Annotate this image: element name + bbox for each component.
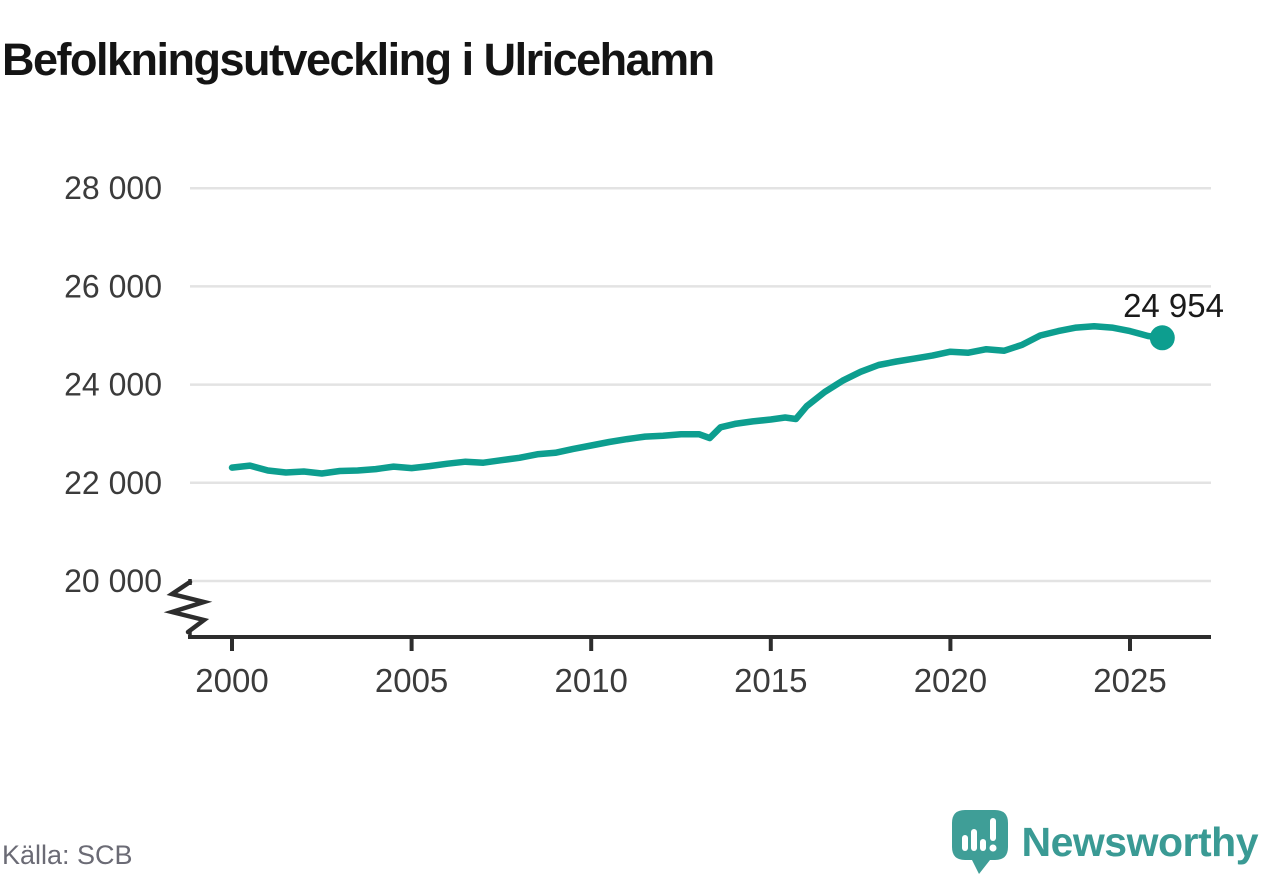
x-axis-tick-labels: 2000 2005 2010 2015 2020 2025: [195, 662, 1166, 699]
y-tick-label: 26 000: [64, 268, 162, 304]
x-tick-label: 2015: [734, 662, 807, 699]
source-credit: Källa: SCB: [2, 840, 133, 870]
gridlines: [190, 186, 1211, 583]
y-tick-label: 22 000: [64, 465, 162, 501]
x-tick-label: 2025: [1093, 662, 1166, 699]
page-title: Befolkningsutveckling i Ulricehamn: [2, 34, 715, 86]
y-tick-label: 24 000: [64, 367, 162, 403]
population-line: [228, 322, 1166, 477]
speech-bubble-bar-chart-icon: [951, 810, 1008, 874]
x-tick-label: 2010: [554, 662, 627, 699]
branding-footer: Newsworthy: [950, 806, 1259, 878]
x-tick-label: 2005: [375, 662, 448, 699]
y-tick-label: 20 000: [64, 563, 162, 599]
y-axis-break-icon: [163, 579, 213, 635]
x-axis-tick-marks: [230, 637, 1132, 651]
x-tick-label: 2000: [195, 662, 268, 699]
y-axis-tick-labels: 20 000 22 000 24 000 26 000 28 000: [64, 170, 162, 599]
y-tick-label: 28 000: [64, 170, 162, 206]
end-value-label: 24 954: [1123, 287, 1224, 324]
brand-name: Newsworthy: [1021, 818, 1259, 865]
end-point-dot: [1149, 325, 1175, 351]
x-tick-label: 2020: [914, 662, 987, 699]
